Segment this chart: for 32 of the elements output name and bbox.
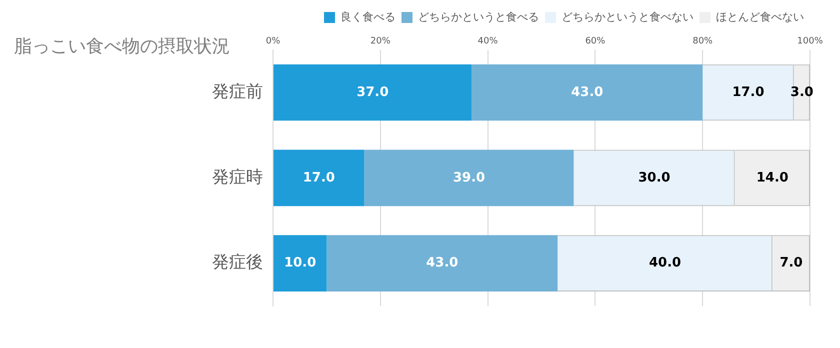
data-label: 3.0 xyxy=(790,84,814,100)
bar xyxy=(472,64,703,121)
legend-label: どちらかというと食べる xyxy=(418,10,539,24)
data-label: 10.0 xyxy=(284,256,316,271)
x-tick-label: 20% xyxy=(370,36,391,47)
data-label: 7.0 xyxy=(780,256,803,271)
text: 脂っこい食べ物の摂取状況 xyxy=(14,35,230,58)
x-tick-label: 0% xyxy=(266,36,281,47)
bar xyxy=(364,150,574,206)
data-label: 14.0 xyxy=(756,170,788,186)
data-label: 17.0 xyxy=(732,84,764,100)
bar xyxy=(274,64,472,121)
bar xyxy=(274,235,327,292)
x-tick-label: 60% xyxy=(585,36,606,47)
y-tick-label: 発症前 xyxy=(212,82,263,102)
data-label: 30.0 xyxy=(638,170,670,186)
legend-label: ほとんど食べない xyxy=(716,10,804,24)
x-tick-label: 80% xyxy=(692,36,714,47)
legend-label: どちらかというと食べない xyxy=(562,10,694,24)
data-label: 43.0 xyxy=(571,84,604,100)
y-tick-label: 発症後 xyxy=(212,252,263,273)
bar xyxy=(274,150,364,206)
x-tick-label: 40% xyxy=(478,36,498,47)
data-label: 43.0 xyxy=(426,256,458,271)
data-label: 40.0 xyxy=(648,256,682,271)
data-label: 17.0 xyxy=(302,170,335,186)
data-label: 37.0 xyxy=(356,84,389,100)
x-tick-label: 100% xyxy=(797,36,824,47)
data-label: 39.0 xyxy=(452,170,486,186)
legend-label: 良く食べる xyxy=(340,10,396,24)
y-tick-label: 発症時 xyxy=(212,167,263,188)
bar xyxy=(326,235,558,292)
